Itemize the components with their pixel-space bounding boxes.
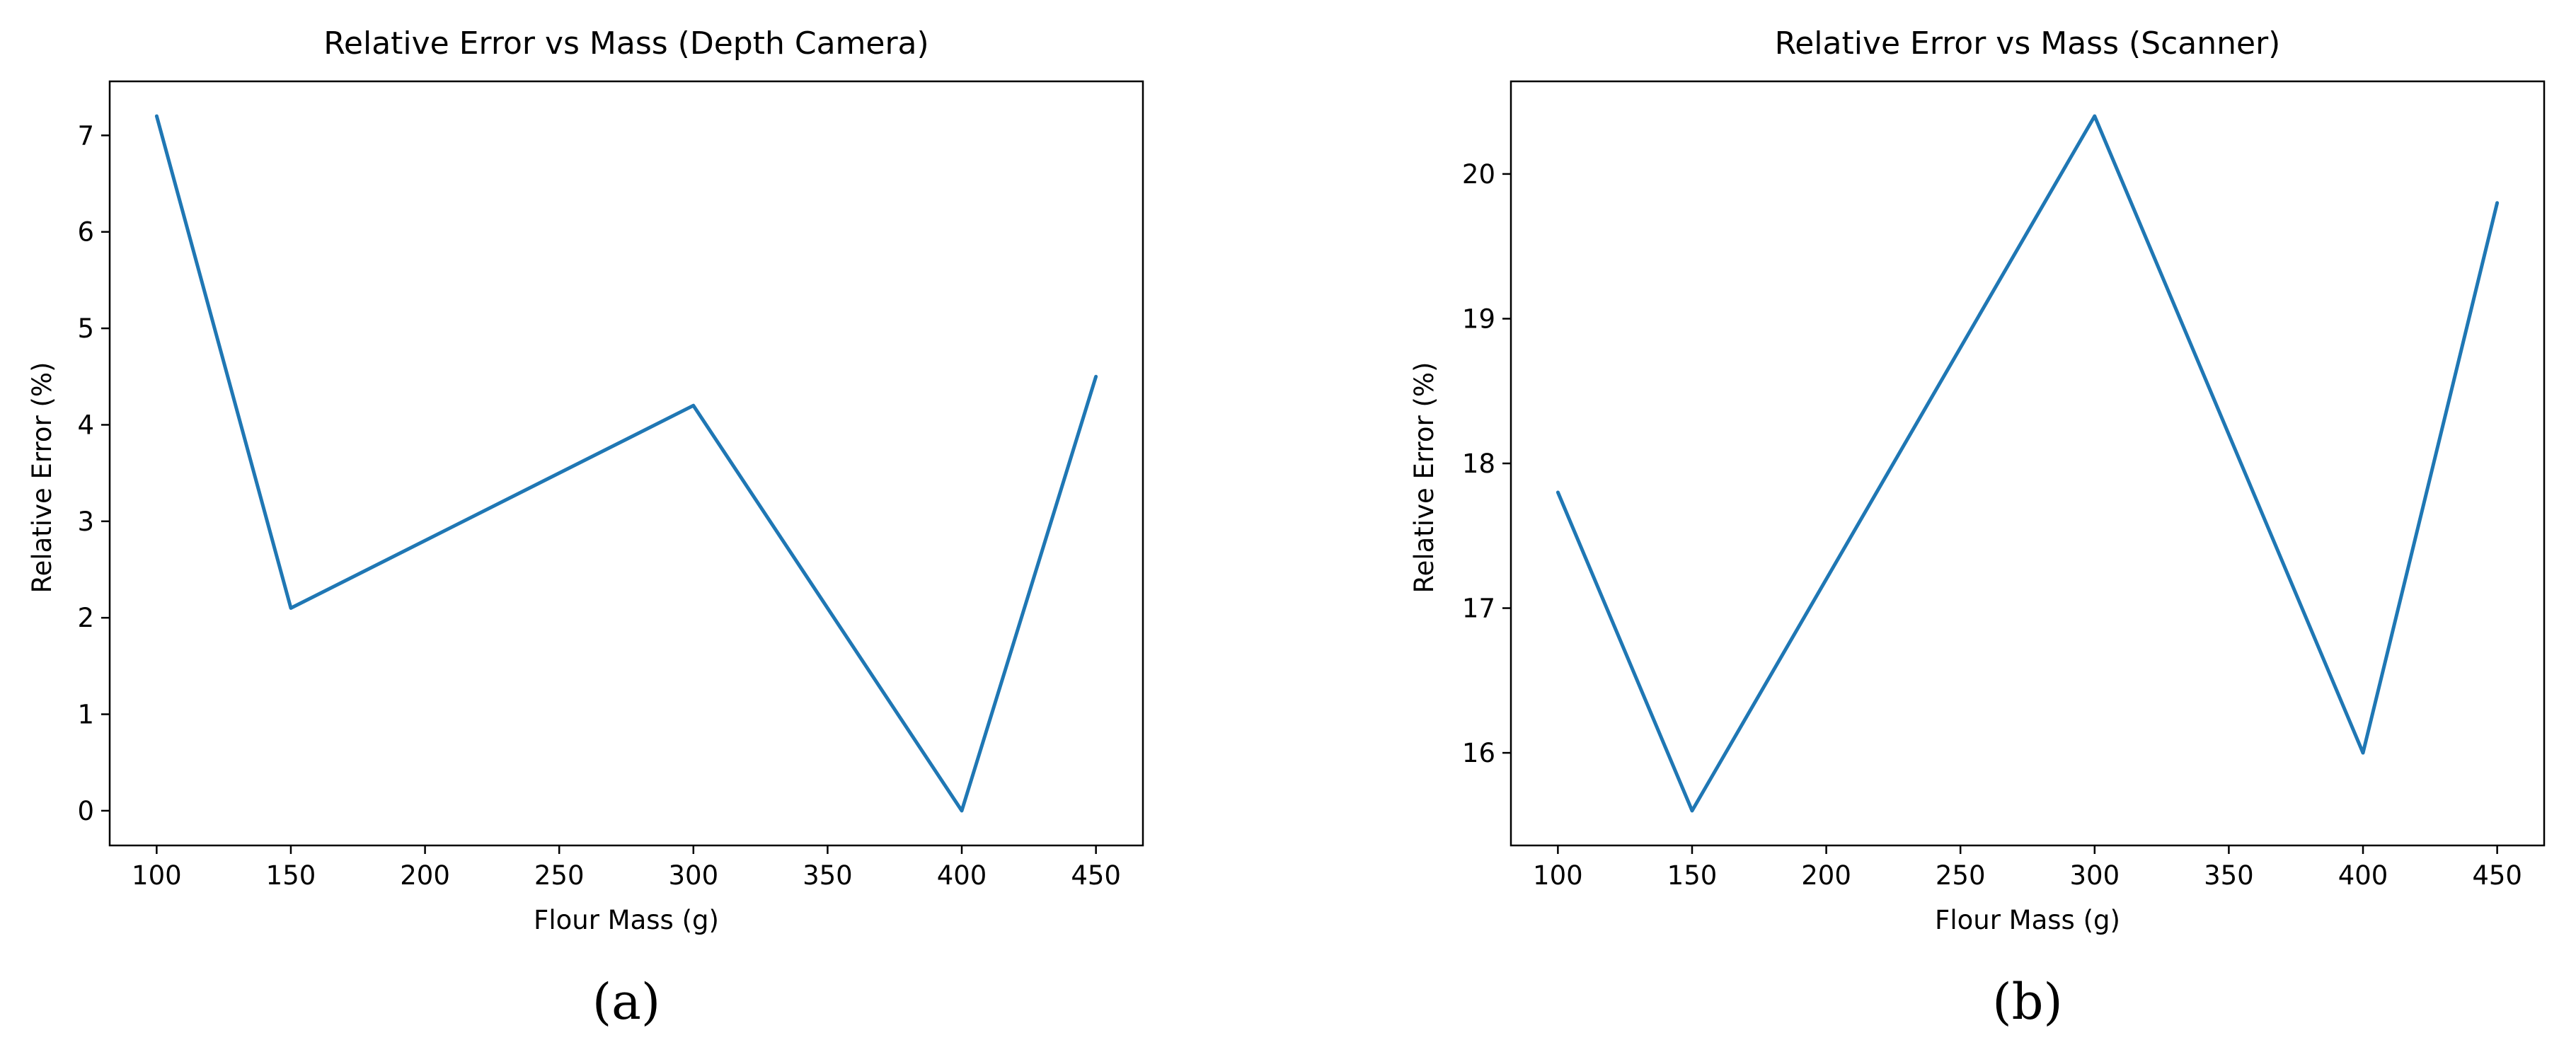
x-tick-label: 450 xyxy=(1071,860,1121,891)
axis-ticks: 100 150 200 250 300 350 400 450 0 1 2 3 4 5 6 7 xyxy=(77,120,1120,891)
x-tick-label: 350 xyxy=(2204,860,2254,891)
y-tick-label: 2 xyxy=(77,603,94,633)
y-tick-label: 18 xyxy=(1462,449,1495,479)
chart-panel-scanner: Relative Error vs Mass (Scanner) Flour M… xyxy=(1409,25,2546,1031)
y-tick-label: 0 xyxy=(77,796,94,826)
y-tick-label: 16 xyxy=(1462,738,1495,768)
plot-frame xyxy=(1510,80,2546,847)
y-tick-label: 1 xyxy=(77,700,94,730)
series-line xyxy=(154,114,1098,813)
chart-title: Relative Error vs Mass (Scanner) xyxy=(1775,25,2281,62)
x-tick-label: 150 xyxy=(266,860,316,891)
y-tick-label: 19 xyxy=(1462,304,1495,334)
panel-label: (a) xyxy=(592,973,660,1031)
chart-title: Relative Error vs Mass (Depth Camera) xyxy=(323,25,928,62)
panel-label: (b) xyxy=(1992,973,2062,1031)
x-tick-label: 250 xyxy=(1936,860,1986,891)
y-axis-label: Relative Error (%) xyxy=(27,362,57,594)
plot-frame xyxy=(108,80,1144,847)
y-tick-label: 17 xyxy=(1462,594,1495,624)
y-tick-label: 7 xyxy=(77,120,94,151)
series-line xyxy=(1556,114,2500,813)
x-tick-label: 450 xyxy=(2472,860,2522,891)
x-tick-label: 400 xyxy=(2338,860,2388,891)
x-tick-label: 100 xyxy=(1533,860,1583,891)
x-tick-label: 200 xyxy=(1801,860,1851,891)
x-tick-label: 100 xyxy=(132,860,182,891)
x-tick-label: 300 xyxy=(668,860,718,891)
y-tick-label: 5 xyxy=(77,313,94,344)
x-tick-label: 250 xyxy=(534,860,585,891)
axis-ticks: 100 150 200 250 300 350 400 450 16 17 18 19 20 xyxy=(1462,159,2522,891)
x-axis-label: Flour Mass (g) xyxy=(534,905,719,935)
y-tick-label: 20 xyxy=(1462,159,1495,190)
x-tick-label: 400 xyxy=(937,860,987,891)
y-tick-label: 3 xyxy=(77,507,94,537)
y-tick-label: 4 xyxy=(77,410,94,440)
y-axis-label: Relative Error (%) xyxy=(1409,362,1439,594)
x-tick-label: 200 xyxy=(400,860,450,891)
x-tick-label: 350 xyxy=(803,860,853,891)
x-tick-label: 150 xyxy=(1667,860,1718,891)
x-tick-label: 300 xyxy=(2069,860,2120,891)
y-tick-label: 6 xyxy=(77,217,94,248)
x-axis-label: Flour Mass (g) xyxy=(1935,905,2120,935)
chart-panel-depth-camera: Relative Error vs Mass (Depth Camera) Fl… xyxy=(27,25,1144,1031)
